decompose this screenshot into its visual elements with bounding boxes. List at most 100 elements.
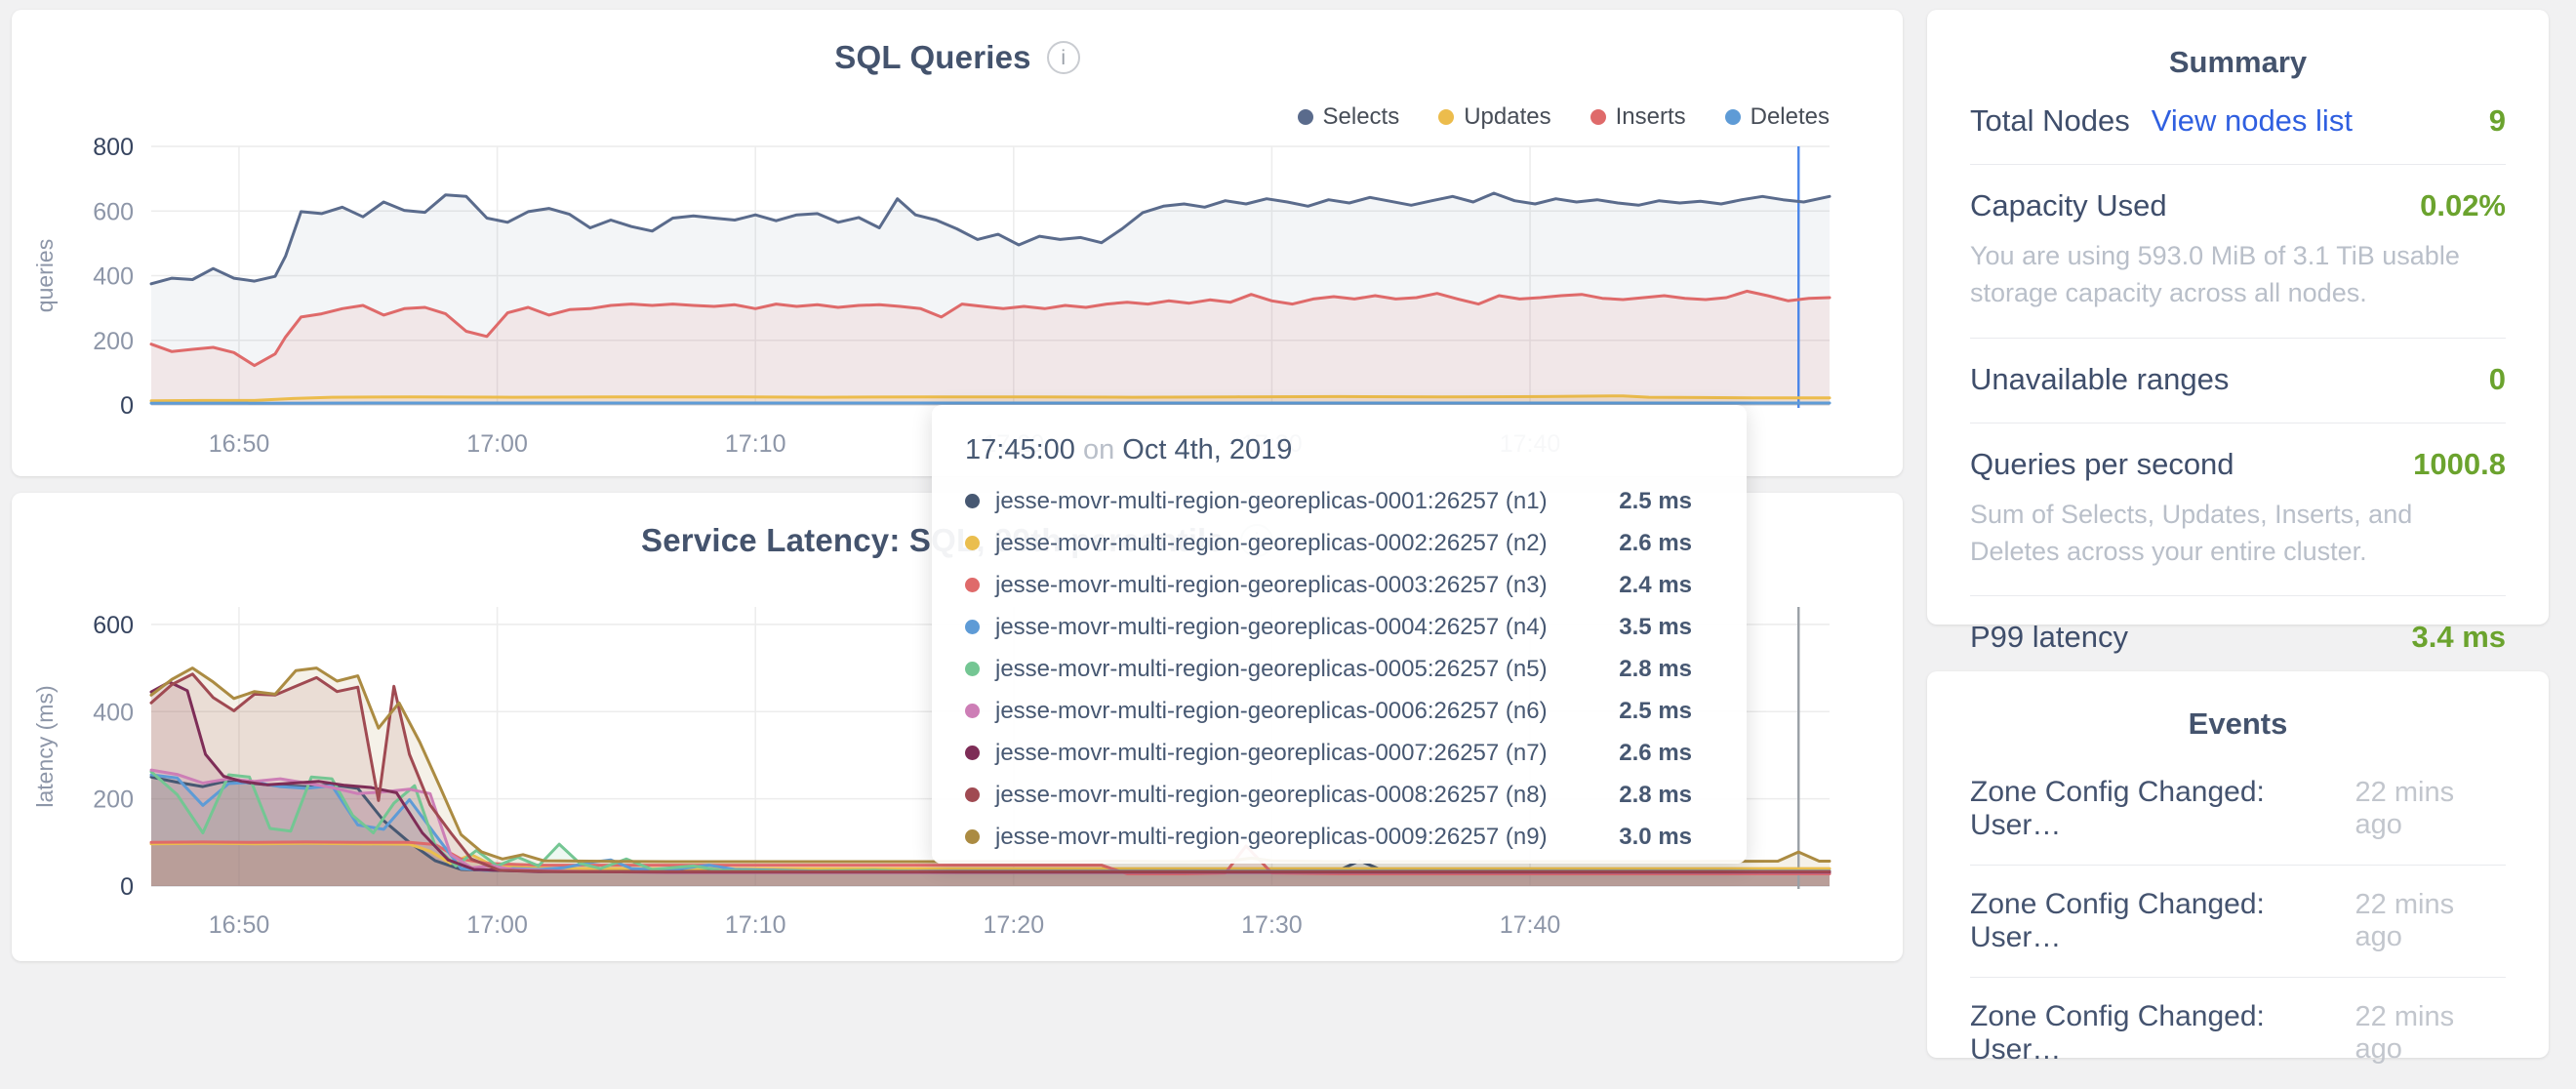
- legend-dot: [1438, 109, 1455, 125]
- tooltip-node-row: jesse-movr-multi-region-georeplicas-0004…: [965, 606, 1692, 648]
- info-icon[interactable]: i: [1046, 41, 1080, 74]
- node-latency-value: 2.5 ms: [1619, 697, 1692, 724]
- summary-panel: Summary Total Nodes View nodes list 9 Ca…: [1927, 10, 2549, 654]
- summary-title: Summary: [2168, 45, 2308, 79]
- svg-text:400: 400: [93, 699, 134, 726]
- cluster-overview-page: { "colors": { "title_text": "#44536d", "…: [12, 10, 2549, 1066]
- legend-dot: [1724, 109, 1741, 125]
- event-row[interactable]: Zone Config Changed: User… 22 mins ago: [1970, 978, 2506, 1089]
- legend-item-deletes[interactable]: Deletes: [1724, 103, 1830, 131]
- sql-queries-chart[interactable]: 16:5017:0017:1017:2017:3017:400200400600…: [12, 10, 1903, 476]
- events-title: Events: [2188, 706, 2288, 741]
- events-panel: Events Zone Config Changed: User… 22 min…: [1927, 671, 2549, 1066]
- node-name: jesse-movr-multi-region-georeplicas-0008…: [995, 781, 1548, 808]
- node-color-dot: [965, 536, 980, 550]
- svg-text:16:50: 16:50: [209, 911, 270, 939]
- node-color-dot: [965, 746, 980, 760]
- node-color-dot: [965, 620, 980, 634]
- svg-text:17:40: 17:40: [1500, 911, 1561, 939]
- tooltip-node-row: jesse-movr-multi-region-georeplicas-0002…: [965, 522, 1692, 564]
- tooltip-node-row: jesse-movr-multi-region-georeplicas-0009…: [965, 816, 1692, 858]
- tooltip-node-row: jesse-movr-multi-region-georeplicas-0006…: [965, 690, 1692, 732]
- summary-value: 9: [2488, 103, 2506, 138]
- node-color-dot: [965, 787, 980, 802]
- node-name: jesse-movr-multi-region-georeplicas-0007…: [995, 739, 1548, 766]
- legend-label: Selects: [1322, 103, 1400, 130]
- summary-label: Capacity Used: [1970, 188, 2167, 222]
- summary-row-queries-per-second: Queries per second 1000.8 Sum of Selects…: [1970, 424, 2506, 597]
- legend-dot: [1297, 109, 1313, 125]
- legend-item-inserts[interactable]: Inserts: [1590, 103, 1686, 131]
- svg-text:600: 600: [93, 612, 134, 639]
- svg-text:17:10: 17:10: [725, 430, 786, 458]
- event-row[interactable]: Zone Config Changed: User… 22 mins ago: [1970, 866, 2506, 978]
- event-row[interactable]: Zone Config Changed: User… 22 mins ago: [1970, 753, 2506, 866]
- svg-text:16:50: 16:50: [209, 430, 270, 458]
- event-text: Zone Config Changed: User…: [1970, 888, 2265, 953]
- summary-label: Queries per second: [1970, 446, 2234, 481]
- node-color-dot: [965, 662, 980, 676]
- node-latency-value: 3.0 ms: [1619, 823, 1692, 850]
- node-latency-value: 2.6 ms: [1619, 529, 1692, 556]
- event-time: 22 mins ago: [2355, 889, 2455, 952]
- tooltip-timestamp: 17:45:00 on Oct 4th, 2019: [965, 434, 1692, 466]
- service-latency-chart[interactable]: 16:50 17:00 17:10 17:20 17:30 17:40 0 200 400 600…: [12, 493, 1903, 961]
- legend-item-selects[interactable]: Selects: [1297, 103, 1400, 131]
- tooltip-node-row: jesse-movr-multi-region-georeplicas-0007…: [965, 732, 1692, 774]
- node-color-dot: [965, 494, 980, 508]
- summary-row-unavailable-ranges: Unavailable ranges 0: [1970, 339, 2506, 424]
- svg-text:0: 0: [120, 392, 134, 420]
- node-name: jesse-movr-multi-region-georeplicas-0009…: [995, 823, 1548, 850]
- tooltip-date: Oct 4th, 2019: [1122, 434, 1293, 465]
- node-latency-value: 2.8 ms: [1619, 781, 1692, 808]
- sql-queries-chart-card: SQL Queries i Selects Updates Inserts Delet…: [12, 10, 1903, 476]
- node-name: jesse-movr-multi-region-georeplicas-0003…: [995, 571, 1548, 598]
- summary-row-p99-latency: P99 latency 3.4 ms: [1970, 596, 2506, 680]
- summary-row-capacity-used: Capacity Used 0.02% You are using 593.0 …: [1970, 165, 2506, 339]
- legend-label: Inserts: [1615, 103, 1686, 130]
- summary-label: Unavailable ranges: [1970, 361, 2230, 396]
- sql-chart-title: SQL Queries: [834, 39, 1031, 75]
- summary-value: 3.4 ms: [2411, 620, 2506, 655]
- node-latency-value: 2.6 ms: [1619, 739, 1692, 766]
- svg-text:17:00: 17:00: [466, 430, 528, 458]
- sql-chart-legend: Selects Updates Inserts Deletes: [1297, 103, 1830, 131]
- node-color-dot: [965, 829, 980, 844]
- node-name: jesse-movr-multi-region-georeplicas-0001…: [995, 487, 1548, 514]
- summary-value: 1000.8: [2413, 446, 2506, 481]
- node-name: jesse-movr-multi-region-georeplicas-0004…: [995, 613, 1548, 640]
- legend-item-updates[interactable]: Updates: [1438, 103, 1551, 131]
- summary-label: P99 latency: [1970, 620, 2128, 655]
- svg-text:800: 800: [93, 134, 134, 161]
- tooltip-node-row: jesse-movr-multi-region-georeplicas-0003…: [965, 564, 1692, 606]
- node-name: jesse-movr-multi-region-georeplicas-0006…: [995, 697, 1548, 724]
- summary-value: 0.02%: [2420, 188, 2506, 222]
- svg-text:17:00: 17:00: [466, 911, 528, 939]
- event-text: Zone Config Changed: User…: [1970, 776, 2265, 841]
- event-time: 22 mins ago: [2355, 777, 2455, 840]
- summary-label: Total Nodes: [1970, 103, 2130, 138]
- summary-subtitle: You are using 593.0 MiB of 3.1 TiB usabl…: [1970, 241, 2460, 308]
- node-name: jesse-movr-multi-region-georeplicas-0002…: [995, 529, 1548, 556]
- view-nodes-list-link[interactable]: View nodes list: [2151, 103, 2353, 138]
- node-latency-value: 2.4 ms: [1619, 571, 1692, 598]
- node-name: jesse-movr-multi-region-georeplicas-0005…: [995, 655, 1548, 682]
- node-latency-value: 2.8 ms: [1619, 655, 1692, 682]
- chart-hover-tooltip: 17:45:00 on Oct 4th, 2019 jesse-movr-mul…: [932, 405, 1747, 864]
- svg-text:17:30: 17:30: [1241, 911, 1303, 939]
- tooltip-node-row: jesse-movr-multi-region-georeplicas-0008…: [965, 774, 1692, 816]
- node-latency-value: 2.5 ms: [1619, 487, 1692, 514]
- summary-row-total-nodes: Total Nodes View nodes list 9: [1970, 80, 2506, 165]
- svg-text:600: 600: [93, 198, 134, 225]
- tooltip-node-row: jesse-movr-multi-region-georeplicas-0005…: [965, 648, 1692, 690]
- svg-text:0: 0: [120, 873, 134, 901]
- svg-text:200: 200: [93, 328, 134, 355]
- svg-text:400: 400: [93, 263, 134, 291]
- tooltip-time: 17:45:00: [965, 434, 1075, 465]
- summary-value: 0: [2488, 361, 2506, 396]
- node-color-dot: [965, 578, 980, 592]
- event-time: 22 mins ago: [2355, 1001, 2455, 1065]
- tooltip-node-row: jesse-movr-multi-region-georeplicas-0001…: [965, 480, 1692, 522]
- node-latency-value: 3.5 ms: [1619, 613, 1692, 640]
- svg-text:17:20: 17:20: [984, 911, 1045, 939]
